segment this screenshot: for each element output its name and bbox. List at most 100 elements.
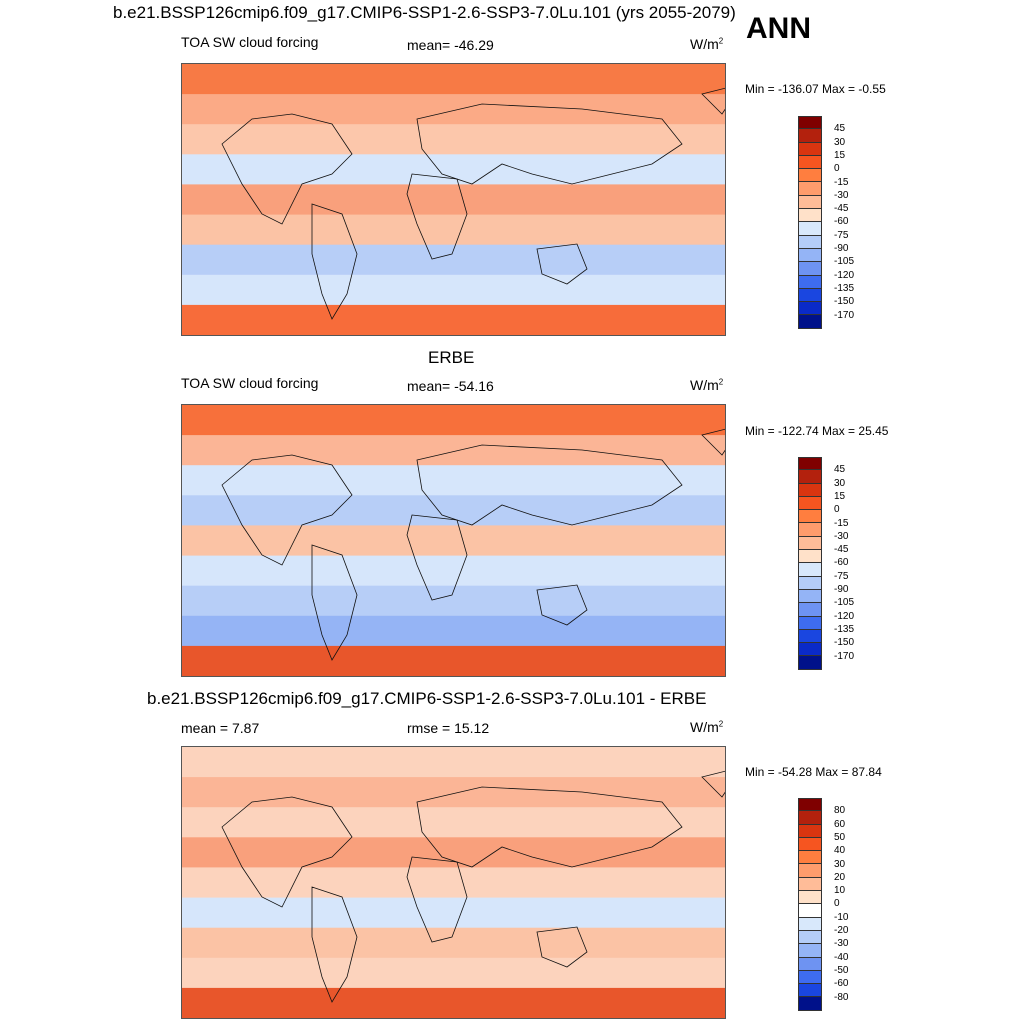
field-band <box>182 154 725 186</box>
panel-3-mean-label: mean = 7.87 <box>181 720 260 736</box>
field-band <box>182 405 725 437</box>
colorbar-tick-label: -75 <box>834 229 849 241</box>
coastline <box>536 584 588 626</box>
colorbar-cell <box>798 169 822 183</box>
colorbar-tick-label: -45 <box>834 203 849 215</box>
panel-1-mean-label: mean= -46.29 <box>407 37 494 53</box>
colorbar-cell <box>798 629 822 644</box>
colorbar-cell <box>798 811 822 825</box>
field-band <box>182 435 725 467</box>
panel-3-map <box>181 746 726 1019</box>
colorbar-tick-label: 30 <box>834 858 846 870</box>
colorbar-tick-label: -20 <box>834 925 849 936</box>
panel-1-units: W/m2 <box>690 36 724 52</box>
colorbar-tick-label: -170 <box>834 309 855 321</box>
colorbar-tick-label: -90 <box>834 584 849 595</box>
field-band <box>182 465 725 497</box>
colorbar-cell <box>798 851 822 865</box>
coastline <box>406 856 468 943</box>
colorbar-cell <box>798 824 822 838</box>
field-band <box>182 645 725 676</box>
colorbar-tick-label: -150 <box>834 637 855 649</box>
colorbar-tick-label: 30 <box>834 136 846 148</box>
colorbar-cell <box>798 837 822 852</box>
coastline <box>701 428 725 456</box>
coastline <box>416 103 683 185</box>
colorbar-tick-label: -120 <box>834 269 855 281</box>
field-band <box>182 525 725 557</box>
colorbar-cell <box>798 496 822 511</box>
field-band <box>182 94 725 126</box>
panel-2-map <box>181 404 726 677</box>
colorbar-tick-label: -50 <box>834 964 849 976</box>
colorbar-tick-label: -60 <box>834 216 849 228</box>
colorbar-cell <box>798 275 822 289</box>
colorbar-tick-label: -45 <box>834 544 849 556</box>
colorbar-cell <box>798 116 822 130</box>
panel-1-map <box>181 63 726 336</box>
colorbar-cell <box>798 510 822 524</box>
field-band <box>182 957 725 989</box>
colorbar-cell <box>798 142 822 156</box>
colorbar-cell <box>798 523 822 537</box>
colorbar-cell <box>798 222 822 236</box>
field-band <box>182 184 725 216</box>
colorbar-cell <box>798 798 822 812</box>
panel-2-units: W/m2 <box>690 377 724 393</box>
coastline <box>416 786 683 868</box>
coastline <box>221 113 353 225</box>
coastline <box>311 544 358 661</box>
colorbar-cell <box>798 248 822 263</box>
panel-2-mean-label: mean= -54.16 <box>407 378 494 394</box>
coastline <box>311 886 358 1003</box>
colorbar-cell <box>798 155 822 170</box>
colorbar-tick-label: -60 <box>834 557 849 569</box>
panel-2-variable-label: TOA SW cloud forcing <box>181 375 319 391</box>
colorbar-cell <box>798 656 822 670</box>
colorbar-tick-label: -90 <box>834 243 849 254</box>
colorbar-cell <box>798 957 822 971</box>
panel-2-colorbar <box>798 457 822 670</box>
colorbar-tick-label: 80 <box>834 805 846 817</box>
colorbar-cell <box>798 302 822 316</box>
colorbar-cell <box>798 563 822 577</box>
colorbar-cell <box>798 262 822 276</box>
colorbar-cell <box>798 603 822 617</box>
colorbar-cell <box>798 930 822 945</box>
colorbar-tick-label: -105 <box>834 256 855 268</box>
colorbar-tick-label: 15 <box>834 149 846 161</box>
colorbar-tick-label: -105 <box>834 597 855 609</box>
colorbar-tick-label: -80 <box>834 991 849 1003</box>
field-band <box>182 64 725 96</box>
case-title: b.e21.BSSP126cmip6.f09_g17.CMIP6-SSP1-2.… <box>113 3 736 22</box>
colorbar-cell <box>798 209 822 223</box>
coastline <box>221 454 353 566</box>
field-band <box>182 867 725 899</box>
panel-3-units: W/m2 <box>690 719 724 735</box>
field-band <box>182 304 725 335</box>
field-band <box>182 897 725 929</box>
field-band <box>182 807 725 839</box>
colorbar-tick-label: -170 <box>834 650 855 662</box>
colorbar-tick-label: -150 <box>834 296 855 308</box>
colorbar-cell <box>798 195 822 210</box>
coastline <box>536 926 588 968</box>
colorbar-tick-label: -10 <box>834 911 849 923</box>
coastline <box>536 243 588 285</box>
coastline <box>406 514 468 601</box>
colorbar-tick-label: -60 <box>834 978 849 990</box>
coastline <box>701 770 725 798</box>
field-band <box>182 214 725 246</box>
coastline <box>311 203 358 320</box>
colorbar-cell <box>798 288 822 303</box>
colorbar-tick-label: -135 <box>834 282 855 294</box>
colorbar-tick-label: 30 <box>834 477 846 489</box>
colorbar-cell <box>798 616 822 630</box>
colorbar-tick-label: -40 <box>834 951 849 963</box>
colorbar-cell <box>798 864 822 878</box>
colorbar-tick-label: 50 <box>834 831 846 843</box>
colorbar-tick-label: -30 <box>834 938 849 950</box>
coastline <box>416 444 683 526</box>
panel-3-title: b.e21.BSSP126cmip6.f09_g17.CMIP6-SSP1-2.… <box>147 689 707 708</box>
colorbar-cell <box>798 536 822 551</box>
